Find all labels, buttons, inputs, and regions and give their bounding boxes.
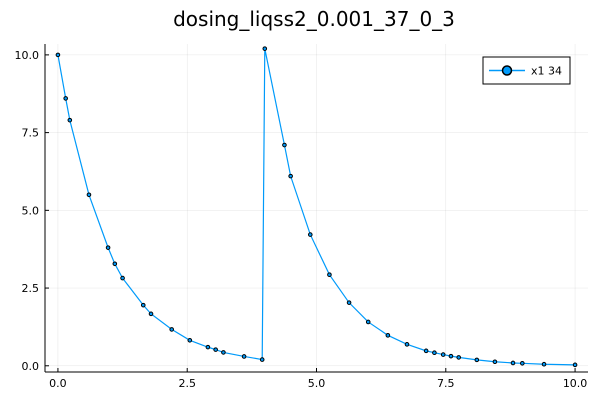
data-point bbox=[423, 348, 429, 354]
data-point bbox=[105, 245, 111, 250]
data-point bbox=[63, 96, 68, 101]
x-tick-label: 2.5 bbox=[178, 377, 196, 390]
x-tick-label: 10.0 bbox=[563, 377, 588, 390]
data-point bbox=[213, 347, 218, 352]
data-point bbox=[169, 327, 174, 332]
x-tick-label: 0.0 bbox=[49, 377, 67, 390]
data-point bbox=[385, 333, 391, 338]
data-point bbox=[474, 357, 480, 363]
data-point bbox=[520, 360, 525, 366]
y-tick-label: 0.0 bbox=[22, 360, 40, 373]
y-tick-label: 10.0 bbox=[15, 49, 40, 62]
data-point bbox=[492, 359, 498, 365]
y-tick-label: 2.5 bbox=[22, 282, 40, 295]
data-point bbox=[86, 192, 92, 198]
data-point bbox=[448, 353, 454, 359]
data-point bbox=[510, 360, 516, 366]
data-point bbox=[259, 357, 265, 362]
data-point bbox=[288, 173, 293, 179]
data-point bbox=[120, 275, 125, 281]
data-point bbox=[241, 354, 247, 359]
data-point bbox=[282, 142, 287, 148]
grid-lines bbox=[45, 44, 588, 372]
y-tick-label: 5.0 bbox=[22, 204, 40, 217]
data-point bbox=[187, 337, 193, 343]
data-point bbox=[365, 319, 371, 325]
data-point bbox=[440, 352, 446, 357]
data-point bbox=[55, 52, 61, 58]
y-axis-ticks: 0.0 2.5 5.0 7.5 10.0 bbox=[15, 49, 49, 373]
data-point bbox=[262, 46, 268, 51]
series-layer bbox=[55, 46, 578, 368]
data-point bbox=[404, 342, 410, 347]
data-point bbox=[205, 344, 211, 350]
data-point bbox=[541, 361, 547, 367]
series-line bbox=[57, 48, 576, 366]
data-point bbox=[140, 302, 146, 308]
x-tick-label: 5.0 bbox=[308, 377, 326, 390]
data-point bbox=[148, 311, 154, 317]
data-point bbox=[67, 117, 73, 123]
data-point bbox=[346, 300, 352, 305]
x-axis-ticks: 0.0 2.5 5.0 7.5 10.0 bbox=[49, 368, 587, 390]
data-point bbox=[572, 362, 578, 368]
x-tick-label: 7.5 bbox=[437, 377, 455, 390]
data-point bbox=[456, 355, 462, 360]
data-point bbox=[307, 232, 313, 237]
data-point bbox=[221, 350, 226, 355]
data-point bbox=[432, 350, 437, 356]
data-point bbox=[327, 272, 332, 277]
data-point bbox=[112, 261, 118, 267]
legend-label: x1 34 bbox=[531, 65, 562, 78]
legend: x1 34 bbox=[482, 56, 571, 85]
legend-marker bbox=[501, 65, 513, 76]
y-tick-label: 7.5 bbox=[22, 127, 40, 140]
chart-title: dosing_liqss2_0.001_37_0_3 bbox=[173, 7, 455, 31]
